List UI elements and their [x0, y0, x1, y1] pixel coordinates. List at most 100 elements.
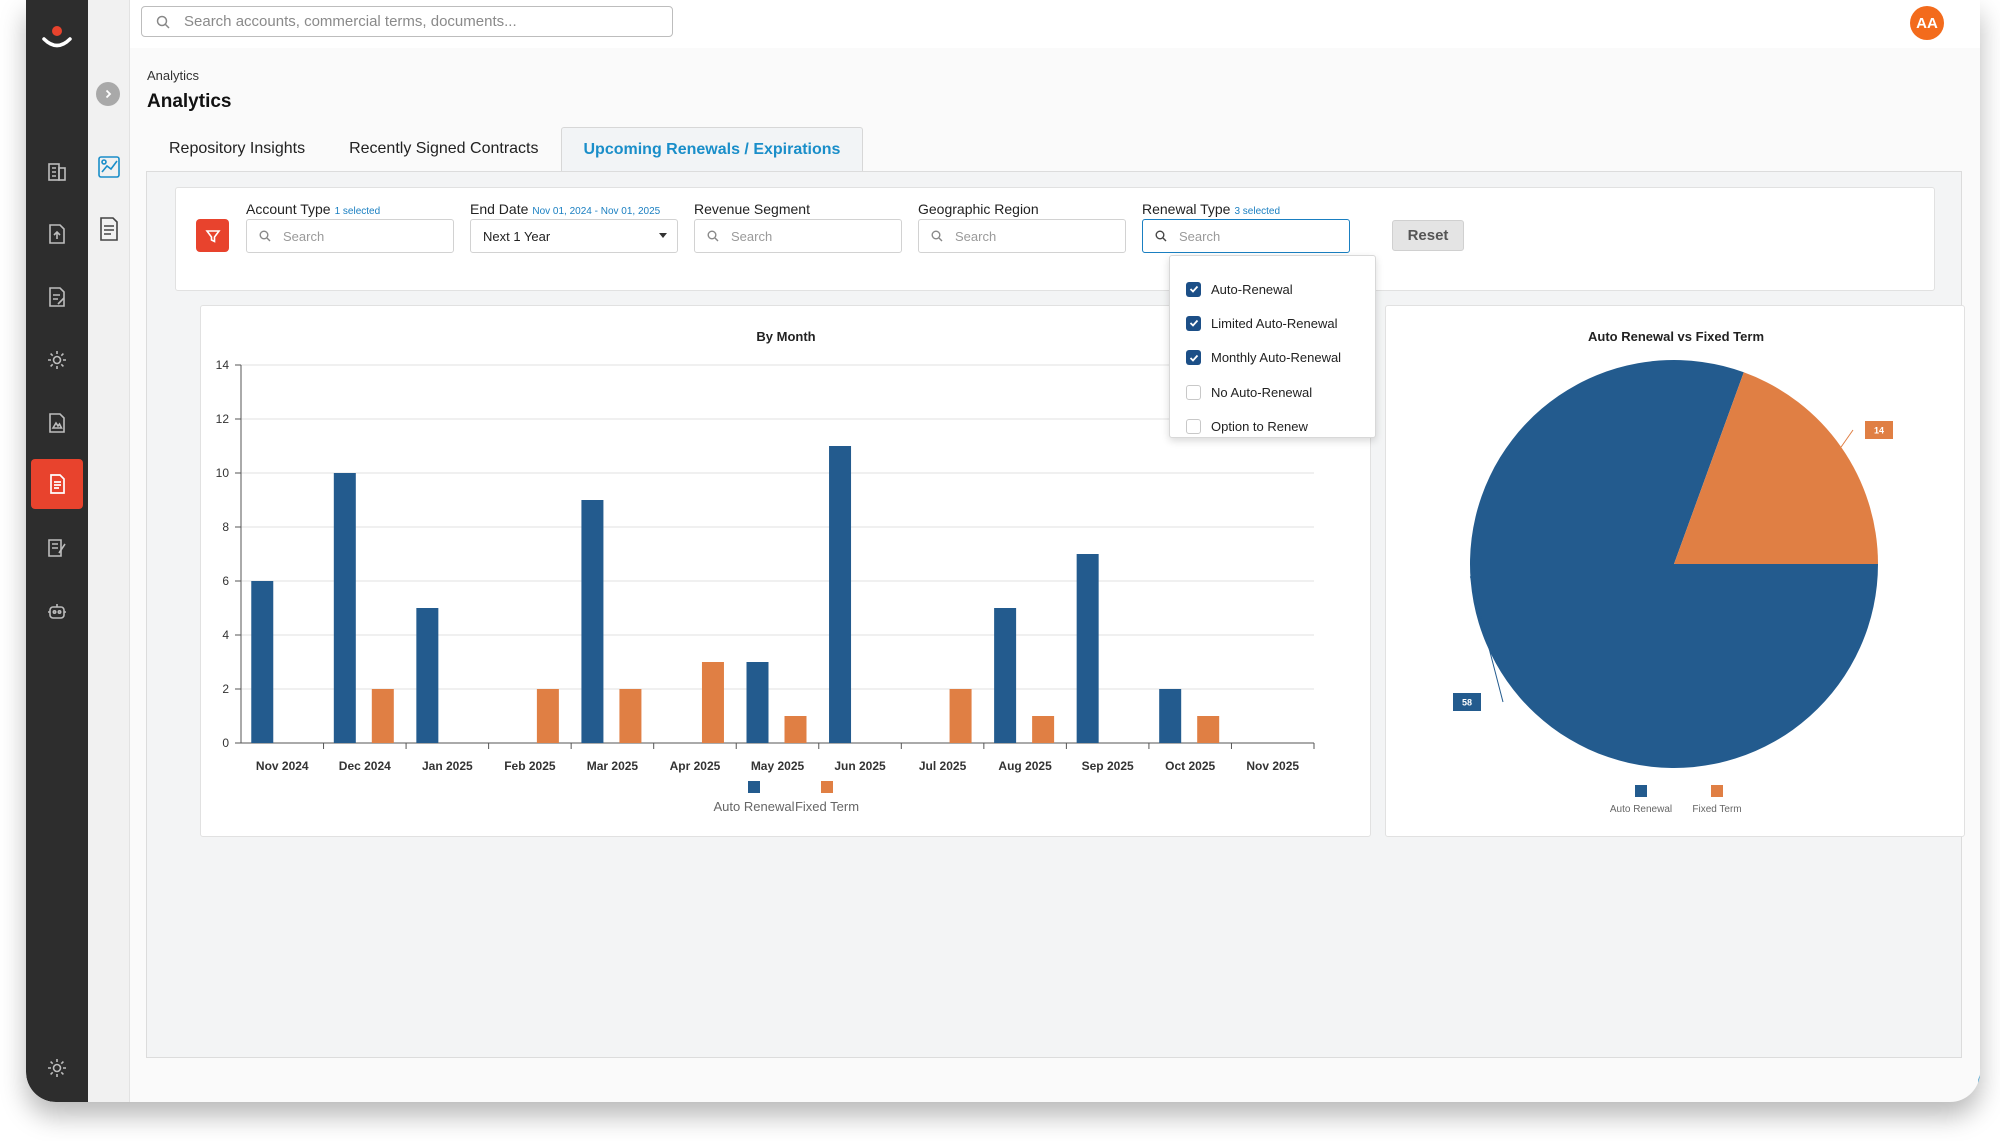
analytics-document-icon[interactable]: [31, 459, 83, 509]
main-sidebar: [26, 0, 88, 1102]
legend-label[interactable]: Fixed Term: [795, 799, 859, 814]
bar-fixed-term[interactable]: [784, 716, 807, 743]
option-option-to-renew[interactable]: Option to Renew: [1170, 409, 1375, 443]
account-type-label: Account Type 1 selected: [246, 201, 381, 217]
y-tick-label: 8: [222, 520, 229, 534]
revenue-segment-label: Revenue Segment: [694, 201, 810, 217]
search-icon: [259, 230, 271, 242]
x-tick-label: Nov 2025: [1246, 759, 1299, 773]
end-date-select[interactable]: Next 1 Year: [470, 219, 678, 253]
bar-auto-renewal[interactable]: [746, 662, 769, 743]
renewal-type-search[interactable]: [1142, 219, 1350, 253]
analytics-chart-icon[interactable]: [96, 153, 122, 181]
accounts-building-icon[interactable]: [31, 146, 83, 196]
y-tick-label: 12: [216, 412, 230, 426]
bar-auto-renewal[interactable]: [1159, 689, 1182, 743]
option-limited-auto-renewal[interactable]: Limited Auto-Renewal: [1170, 306, 1375, 340]
bar-fixed-term[interactable]: [536, 689, 559, 743]
option-auto-renewal[interactable]: Auto-Renewal: [1170, 272, 1375, 306]
bar-fixed-term[interactable]: [701, 662, 724, 743]
tab-recently-signed-contracts[interactable]: Recently Signed Contracts: [349, 140, 539, 157]
legend-label[interactable]: Fixed Term: [1692, 804, 1741, 815]
bar-auto-renewal[interactable]: [416, 608, 439, 743]
revenue-segment-search[interactable]: [694, 219, 902, 253]
checkbox-checked-icon[interactable]: [1186, 281, 1201, 297]
checkbox-unchecked-icon[interactable]: [1186, 384, 1201, 400]
end-date-hint: Nov 01, 2024 - Nov 01, 2025: [532, 206, 661, 217]
checkbox-unchecked-icon[interactable]: [1186, 418, 1201, 434]
bottom-settings-gear-icon[interactable]: [31, 1043, 83, 1093]
data-label: 58: [1462, 698, 1472, 708]
analytics-tabs: Repository Insights Recently Signed Cont…: [147, 127, 864, 171]
brand-logo-icon[interactable]: [38, 18, 76, 56]
bar-auto-renewal[interactable]: [333, 473, 356, 743]
user-avatar[interactable]: AA: [1910, 6, 1944, 40]
renewal-pie-chart: Auto Renewal vs Fixed Term 58 14 Auto Rene…: [1453, 329, 1893, 815]
bar-fixed-term[interactable]: [949, 689, 972, 743]
settings-gear-icon[interactable]: [31, 335, 83, 385]
option-no-auto-renewal[interactable]: No Auto-Renewal: [1170, 375, 1375, 409]
bar-auto-renewal[interactable]: [251, 581, 274, 743]
pie-slice-fixed-term[interactable]: [1674, 372, 1878, 564]
revenue-segment-input[interactable]: [731, 228, 891, 244]
geographic-region-search[interactable]: [918, 219, 1126, 253]
reports-document-icon[interactable]: [96, 215, 122, 243]
data-label: 14: [1874, 426, 1884, 436]
expand-chevron-icon[interactable]: [96, 82, 120, 106]
upload-document-icon[interactable]: [31, 209, 83, 259]
bar-auto-renewal[interactable]: [994, 608, 1017, 743]
bar-auto-renewal[interactable]: [829, 446, 852, 743]
bar-fixed-term[interactable]: [619, 689, 642, 743]
x-tick-label: May 2025: [751, 759, 805, 773]
x-tick-label: Oct 2025: [1165, 759, 1215, 773]
chart-title: By Month: [756, 329, 815, 344]
bar-auto-renewal[interactable]: [1076, 554, 1099, 743]
filter-funnel-icon[interactable]: [196, 219, 229, 252]
data-label-box: [1453, 693, 1481, 711]
legend-swatch: [821, 781, 833, 793]
search-icon: [931, 230, 943, 242]
renewal-type-label: Renewal Type 3 selected: [1142, 201, 1281, 217]
x-tick-label: Aug 2025: [998, 759, 1052, 773]
app-window: AA Analytics Analytics Repository Insigh…: [26, 0, 1980, 1102]
x-tick-label: Jan 2025: [422, 759, 473, 773]
bar-auto-renewal[interactable]: [581, 500, 604, 743]
report-image-icon[interactable]: [31, 398, 83, 448]
by-month-bar-chart: By Month 0 2 4 6 8 10 12 14 Nov 2024 Dec 2024 Jan …: [216, 329, 1315, 814]
y-tick-label: 2: [222, 682, 229, 696]
end-date-value: Next 1 Year: [483, 228, 551, 244]
legend-swatch: [1635, 785, 1647, 797]
bar-fixed-term[interactable]: [1197, 716, 1220, 743]
legend-swatch: [1711, 785, 1723, 797]
account-type-search[interactable]: [246, 219, 454, 253]
checkbox-checked-icon[interactable]: [1186, 350, 1201, 366]
x-tick-label: Nov 2024: [256, 759, 309, 773]
legend-label[interactable]: Auto Renewal: [714, 799, 795, 814]
option-monthly-auto-renewal[interactable]: Monthly Auto-Renewal: [1170, 341, 1375, 375]
bar-fixed-term[interactable]: [371, 689, 394, 743]
y-tick-label: 14: [216, 358, 230, 372]
geographic-region-input[interactable]: [955, 228, 1115, 244]
assistant-bot-icon[interactable]: [31, 586, 83, 636]
edit-document-icon[interactable]: [31, 272, 83, 322]
tab-repository-insights[interactable]: Repository Insights: [169, 140, 306, 157]
help-icon[interactable]: ?: [1978, 1068, 1980, 1097]
global-search-input[interactable]: [184, 13, 654, 30]
tab-upcoming-renewals[interactable]: Upcoming Renewals / Expirations: [560, 127, 864, 171]
leader-line: [1469, 576, 1504, 703]
sign-document-icon[interactable]: [31, 523, 83, 573]
reset-button[interactable]: Reset: [1392, 220, 1464, 251]
breadcrumb[interactable]: Analytics: [147, 68, 200, 83]
global-search[interactable]: [141, 6, 673, 37]
renewal-type-dropdown: Auto-Renewal Limited Auto-Renewal Monthl…: [1169, 255, 1376, 438]
legend-swatch: [748, 781, 760, 793]
legend-label[interactable]: Auto Renewal: [1610, 804, 1672, 815]
checkbox-checked-icon[interactable]: [1186, 315, 1201, 331]
x-tick-label: Dec 2024: [339, 759, 391, 773]
account-type-input[interactable]: [283, 228, 443, 244]
search-icon: [1155, 230, 1167, 242]
bar-fixed-term[interactable]: [1032, 716, 1055, 743]
renewal-type-input[interactable]: [1179, 228, 1339, 244]
x-tick-label: Mar 2025: [587, 759, 639, 773]
